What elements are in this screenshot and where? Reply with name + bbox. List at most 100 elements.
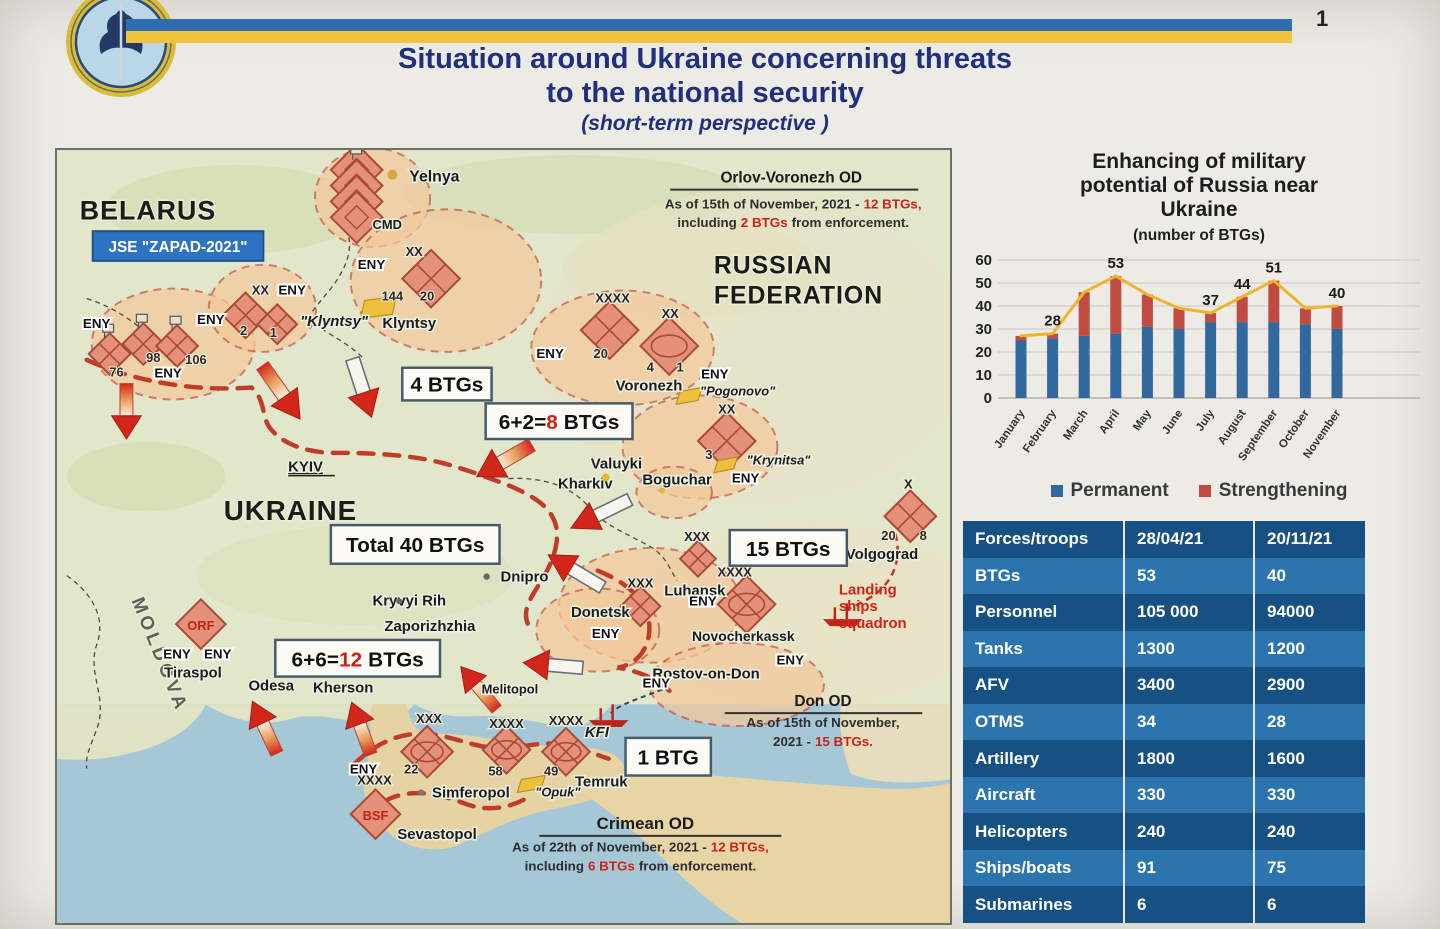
unit-marker xyxy=(696,410,757,472)
bar-strengthening xyxy=(1110,276,1122,334)
city-label-volgograd: Volgograd xyxy=(846,547,918,563)
city-label-temruk: Temruk xyxy=(575,774,628,790)
map-terrain xyxy=(57,150,980,923)
city-label-donetsk: Donetsk xyxy=(571,605,630,621)
city-label-simferopol: Simferopol xyxy=(432,785,510,801)
flag-stripe xyxy=(126,19,1292,43)
eny-label: ENY xyxy=(83,316,111,331)
title-line-1: Situation around Ukraine concerning thre… xyxy=(398,43,1012,75)
bsf-label: BSF xyxy=(363,808,389,823)
month-label: August xyxy=(1216,408,1249,447)
chart-bars xyxy=(1015,276,1343,398)
svg-text:2021 -15 BTGs.: 2021 -15 BTGs. xyxy=(773,734,873,749)
unit-size-x: X xyxy=(904,477,913,492)
attack-arrow xyxy=(344,355,380,419)
unit-diamond xyxy=(639,315,700,377)
unit-size-xxxx: XXXX xyxy=(549,713,584,728)
table-cell: Ships/boats xyxy=(975,858,1072,878)
table-cell: Artillery xyxy=(975,748,1040,768)
label-kfi: KFI xyxy=(585,725,610,741)
unit-number: 8 xyxy=(920,528,927,543)
od-note-don: Don OD As of 15th of November, 2021 -15 … xyxy=(724,693,923,749)
table-header-cell: 28/04/21 xyxy=(1123,521,1253,558)
unit-marker xyxy=(639,315,700,377)
value-label: 44 xyxy=(1234,276,1251,293)
value-label: 40 xyxy=(1329,285,1346,302)
exercise-zapad-box: JSE "ZAPAD-2021" xyxy=(91,230,265,262)
table-row: Helicopters 240 240 xyxy=(963,813,1365,850)
month-label: June xyxy=(1160,408,1185,437)
landing-ships-label: Landing ships squadron xyxy=(839,582,907,632)
table-row: Personnel 105 000 94000 xyxy=(963,594,1365,631)
unit-glyph xyxy=(416,263,447,294)
unit-marker xyxy=(329,190,384,245)
unit-markers xyxy=(87,142,938,841)
chart-value-labels: 28 53 37 44 51 40 xyxy=(1044,255,1345,330)
bar-strengthening xyxy=(1331,306,1343,329)
table-header-row: Forces/troops 28/04/21 20/11/21 xyxy=(963,521,1365,558)
bar-strengthening xyxy=(1078,292,1090,336)
chart-title-2: potential of Russia near xyxy=(1079,174,1319,197)
table-row: AFV 3400 2900 xyxy=(963,667,1365,704)
unit-marker xyxy=(256,303,299,346)
city-label-sevastopol: Sevastopol xyxy=(397,827,476,843)
arrow-head xyxy=(522,649,551,681)
city-label-valuyki: Valuyki xyxy=(591,457,642,473)
city-label-voronezh: Voronezh xyxy=(616,379,683,395)
table-cell: 1800 xyxy=(1123,740,1253,777)
btg-box-12: 6+6=12 BTGs xyxy=(274,638,442,678)
unit-glyph xyxy=(410,741,444,763)
eny-label: ENY xyxy=(701,367,729,382)
table-cell: 53 xyxy=(1123,557,1253,595)
svg-text:4 BTGs: 4 BTGs xyxy=(410,374,483,397)
eny-label: ENY xyxy=(732,471,760,486)
btg-box-4: 4 BTGs xyxy=(401,366,493,402)
unit-glyph xyxy=(132,333,155,355)
od-note-orlov-voronezh: Orlov-Voronezh OD As of 15th of November… xyxy=(665,170,922,231)
chart-total-line xyxy=(1019,274,1339,338)
orf-label: ORF xyxy=(187,618,214,633)
svg-text:As of 22th of November, 2021 -: As of 22th of November, 2021 -12 BTGs, xyxy=(512,840,769,855)
unit-glyph xyxy=(98,342,121,365)
unit-number: 76 xyxy=(109,365,123,380)
agency-emblem xyxy=(66,0,176,97)
bar-permanent xyxy=(1205,322,1217,398)
eny-label: ENY xyxy=(350,762,378,777)
btg-box-15: 15 BTGs xyxy=(728,528,849,567)
attack-arrow xyxy=(522,649,585,681)
od-note-crimean: Crimean OD As of 22th of November, 2021 … xyxy=(512,814,782,874)
bar-permanent xyxy=(1141,326,1153,398)
eny-label: ENY xyxy=(536,346,564,361)
title-line-2: to the national security xyxy=(546,77,864,109)
unit-glyph xyxy=(629,595,651,617)
svg-text:As of 15th of November,: As of 15th of November, xyxy=(746,715,899,730)
unit-number: 22 xyxy=(404,762,418,777)
arrow-head xyxy=(345,701,375,730)
arrow-head xyxy=(270,386,301,421)
table-cell: Submarines xyxy=(975,894,1073,914)
unit-marker xyxy=(154,323,200,369)
unit-glyph xyxy=(233,303,258,328)
table-cell: Aircraft xyxy=(975,785,1036,805)
eny-label: ENY xyxy=(197,312,225,327)
unit-number: 144 xyxy=(382,288,404,303)
table-row: Tanks 1300 1200 xyxy=(963,630,1365,668)
ship-hull xyxy=(822,619,863,627)
city-label-boguchar: Boguchar xyxy=(642,473,712,489)
concentration-area xyxy=(648,641,825,728)
attack-arrow xyxy=(248,700,284,757)
value-label: 53 xyxy=(1107,255,1124,272)
eny-label: ENY xyxy=(776,653,804,668)
table-cell: BTGs xyxy=(975,565,1021,585)
unit-glyph xyxy=(594,315,625,346)
country-label-ukraine: UKRAINE xyxy=(224,495,357,526)
table-cell: 1200 xyxy=(1253,630,1365,668)
bar-permanent xyxy=(1110,333,1122,398)
svg-text:1 BTG: 1 BTG xyxy=(638,747,699,770)
table-row: OTMS 34 28 xyxy=(963,703,1365,741)
chart-title-1: Enhancing of military xyxy=(1092,150,1306,173)
unit-glyph xyxy=(490,739,523,760)
